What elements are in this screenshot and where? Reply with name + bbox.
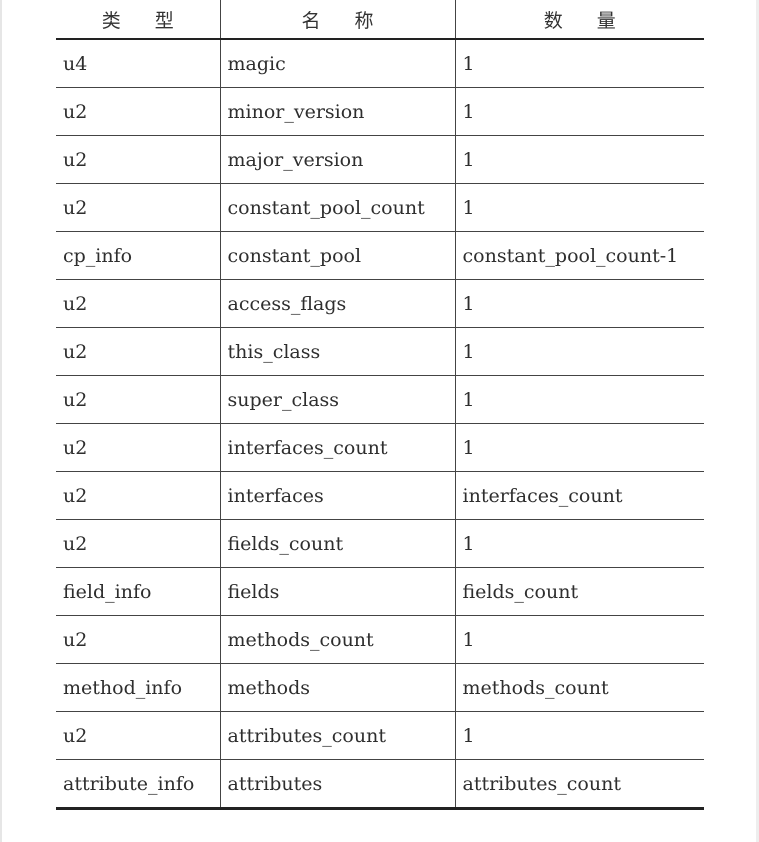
table-row: u2 fields_count 1 <box>56 519 704 568</box>
cell-type: u2 <box>56 87 220 136</box>
cell-type: u2 <box>56 519 220 568</box>
cell-name: interfaces <box>219 471 455 520</box>
cell-type: cp_info <box>56 231 220 280</box>
cell-count: methods_count <box>454 663 704 712</box>
cell-name: interfaces_count <box>219 423 455 472</box>
cell-type: u2 <box>56 615 220 664</box>
cell-count: 1 <box>454 183 704 232</box>
cell-name: methods_count <box>219 615 455 664</box>
cell-name: attributes <box>219 759 455 810</box>
cell-count: 1 <box>454 711 704 760</box>
header-count: 数 量 <box>454 0 704 40</box>
cell-name: major_version <box>219 135 455 184</box>
table-row: u2 constant_pool_count 1 <box>56 183 704 232</box>
table-row: u2 super_class 1 <box>56 375 704 424</box>
header-name: 名 称 <box>219 0 455 40</box>
cell-name: constant_pool <box>219 231 455 280</box>
table-row: u2 interfaces interfaces_count <box>56 471 704 520</box>
cell-name: fields <box>219 567 455 616</box>
cell-name: minor_version <box>219 87 455 136</box>
table-row: u2 access_flags 1 <box>56 279 704 328</box>
page-left-edge <box>0 0 2 842</box>
header-count-label: 数 量 <box>543 9 630 32</box>
cell-type: u2 <box>56 279 220 328</box>
table-row: u4 magic 1 <box>56 39 704 88</box>
cell-count: 1 <box>454 87 704 136</box>
table-header: 类 型 名 称 数 量 <box>56 0 704 40</box>
table-row: u2 methods_count 1 <box>56 615 704 664</box>
table-row: u2 minor_version 1 <box>56 87 704 136</box>
cell-count: 1 <box>454 279 704 328</box>
cell-type: attribute_info <box>56 759 220 810</box>
cell-type: field_info <box>56 567 220 616</box>
cell-count: 1 <box>454 615 704 664</box>
cell-count: fields_count <box>454 567 704 616</box>
cell-count: 1 <box>454 423 704 472</box>
cell-count: 1 <box>454 135 704 184</box>
table-row: attribute_info attributes attributes_cou… <box>56 759 704 810</box>
cell-count: 1 <box>454 39 704 88</box>
cell-name: methods <box>219 663 455 712</box>
cell-count: 1 <box>454 519 704 568</box>
cell-type: u2 <box>56 423 220 472</box>
cell-type: method_info <box>56 663 220 712</box>
cell-type: u2 <box>56 375 220 424</box>
cell-type: u2 <box>56 711 220 760</box>
cell-type: u2 <box>56 135 220 184</box>
header-type-label: 类 型 <box>101 9 188 32</box>
header-row: 类 型 名 称 数 量 <box>56 0 704 40</box>
cell-name: this_class <box>219 327 455 376</box>
cell-name: constant_pool_count <box>219 183 455 232</box>
cell-type: u4 <box>56 39 220 88</box>
cell-name: magic <box>219 39 455 88</box>
page-right-edge <box>756 0 759 842</box>
cell-type: u2 <box>56 327 220 376</box>
table-row: u2 this_class 1 <box>56 327 704 376</box>
table-row: field_info fields fields_count <box>56 567 704 616</box>
table-row: u2 interfaces_count 1 <box>56 423 704 472</box>
cell-count: attributes_count <box>454 759 704 810</box>
table-row: u2 attributes_count 1 <box>56 711 704 760</box>
cell-count: 1 <box>454 327 704 376</box>
cell-type: u2 <box>56 183 220 232</box>
cell-name: attributes_count <box>219 711 455 760</box>
table-row: method_info methods methods_count <box>56 663 704 712</box>
cell-count: 1 <box>454 375 704 424</box>
cell-type: u2 <box>56 471 220 520</box>
cell-name: super_class <box>219 375 455 424</box>
class-file-structure-table: 类 型 名 称 数 量 u4 magic 1 u2 minor_version … <box>56 0 704 810</box>
table-row: u2 major_version 1 <box>56 135 704 184</box>
header-name-label: 名 称 <box>301 9 388 32</box>
table-row: cp_info constant_pool constant_pool_coun… <box>56 231 704 280</box>
header-type: 类 型 <box>56 0 220 40</box>
table-body: u4 magic 1 u2 minor_version 1 u2 major_v… <box>56 39 704 810</box>
cell-name: access_flags <box>219 279 455 328</box>
cell-count: constant_pool_count-1 <box>454 231 704 280</box>
cell-count: interfaces_count <box>454 471 704 520</box>
cell-name: fields_count <box>219 519 455 568</box>
